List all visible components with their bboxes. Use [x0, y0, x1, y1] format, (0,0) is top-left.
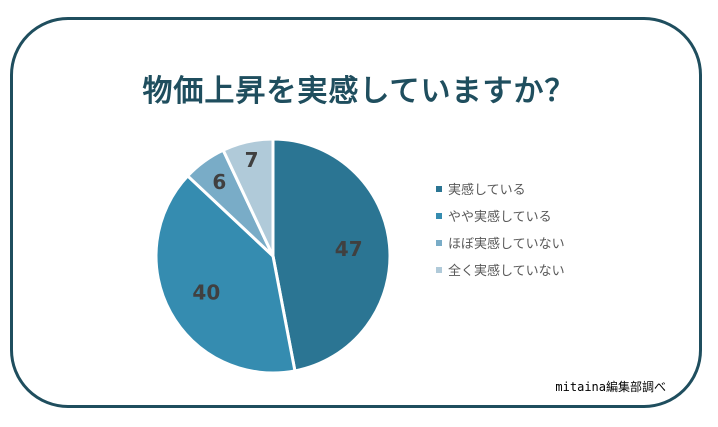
legend-label: ほぼ実感していない	[448, 237, 565, 252]
data-label-4: 7	[245, 148, 259, 172]
legend-item-1: 実感している	[436, 175, 565, 202]
legend-swatch	[436, 266, 442, 273]
source-note: mitaina編集部調べ	[555, 380, 666, 394]
legend-item-2: やや実感している	[436, 202, 565, 229]
data-label-1: 47	[335, 237, 363, 261]
chart-title: 物価上昇を実感していますか？	[142, 74, 576, 109]
legend-label: やや実感している	[448, 210, 552, 225]
legend-item-3: ほぼ実感していない	[436, 229, 565, 256]
data-label-3: 6	[212, 170, 226, 194]
legend-swatch	[436, 185, 442, 192]
pie-slice-2	[154, 174, 297, 375]
legend: 実感しているやや実感している ほぼ実感していない 全く実感していない	[436, 175, 565, 283]
legend-swatch	[436, 239, 442, 246]
legend-swatch	[436, 212, 442, 219]
legend-item-4: 全く実感していない	[436, 256, 565, 283]
legend-label: 実感している	[448, 183, 526, 198]
legend-label: 全く実感していない	[448, 264, 565, 279]
pie-slice-4	[221, 137, 275, 258]
data-label-2: 40	[192, 281, 220, 305]
pie-slice-1	[271, 137, 392, 373]
